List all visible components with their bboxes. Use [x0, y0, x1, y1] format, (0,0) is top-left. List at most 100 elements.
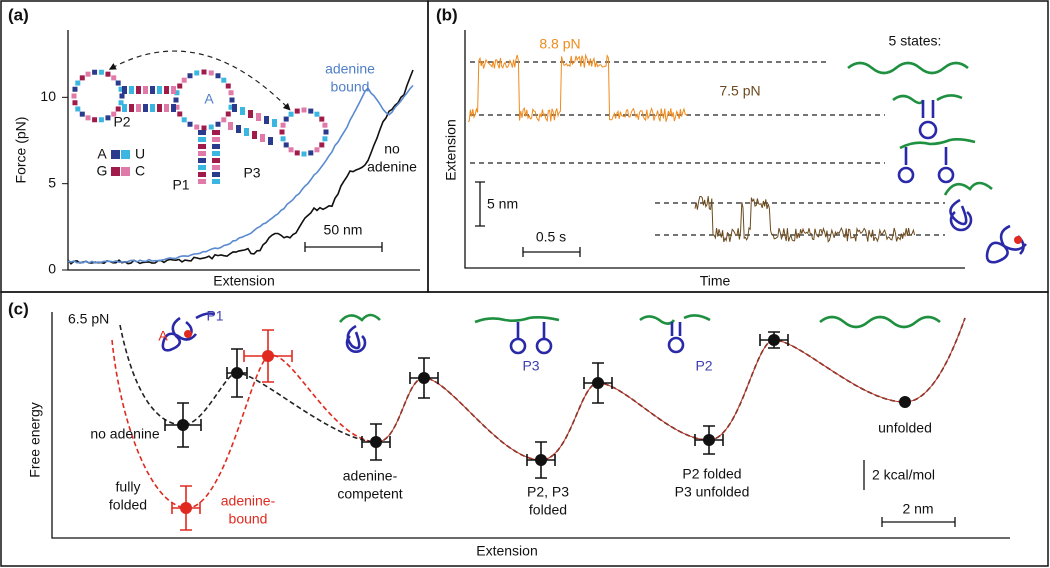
nucleotide	[105, 71, 111, 77]
nucleotide	[279, 129, 285, 135]
y-tick-label: 0	[48, 261, 56, 277]
scale-bar	[522, 247, 581, 257]
scale-bar	[881, 517, 956, 527]
base-pair	[157, 86, 162, 94]
state-label: adenine-	[221, 493, 276, 509]
nucleotide	[280, 122, 286, 128]
nucleotide	[194, 70, 200, 76]
y-tick-label: 5	[48, 174, 56, 190]
nucleotide	[322, 122, 328, 128]
base-pair	[157, 104, 162, 112]
nucleotide	[187, 121, 193, 127]
nucleotide	[72, 100, 78, 106]
icon-label: A	[158, 328, 168, 344]
nucleotide	[105, 115, 111, 121]
nucleotide	[283, 142, 289, 148]
nucleotide	[288, 147, 294, 153]
base-pair	[256, 113, 261, 121]
nucleotide	[314, 111, 320, 117]
base-pair	[212, 172, 220, 177]
state-levels	[470, 61, 945, 236]
pair-swatch	[121, 150, 130, 159]
y-axis-label: Free energy	[27, 402, 43, 477]
ligand-label: A	[204, 91, 214, 107]
panel-label: (c)	[8, 299, 29, 318]
base-pair	[232, 104, 237, 112]
annotation: adenine	[325, 61, 375, 77]
nucleotide	[119, 93, 125, 99]
nucleotide	[115, 106, 121, 112]
base-pair	[212, 144, 220, 149]
base-pair	[212, 130, 220, 135]
nucleotide	[187, 73, 193, 79]
base-pair	[129, 86, 134, 94]
annotation: no	[384, 141, 400, 157]
y-axis-label: Extension	[443, 119, 459, 180]
nucleotide	[72, 86, 78, 92]
nucleotide	[301, 107, 307, 113]
scale-bar-label: 5 nm	[487, 196, 518, 212]
base-pair	[198, 144, 206, 149]
state-label: P2, P3	[527, 484, 569, 500]
base-pair	[248, 110, 253, 118]
nucleotide	[85, 71, 91, 77]
base-pair	[143, 104, 148, 112]
pair-swatch	[111, 167, 120, 176]
base-pair	[272, 119, 277, 127]
nucleotide	[79, 111, 85, 117]
nucleotide	[215, 121, 221, 127]
pair-label: G	[97, 163, 108, 179]
base-pair	[260, 134, 265, 142]
state-label: bound	[229, 511, 268, 527]
arrow	[108, 50, 291, 111]
scale-bar	[475, 181, 485, 227]
rna-diagram	[71, 69, 329, 184]
y-tick-label: 10	[40, 88, 56, 104]
nucleotide	[181, 77, 187, 83]
nucleotide	[111, 75, 117, 81]
state-label: P3 unfolded	[675, 484, 750, 500]
base-pair	[150, 86, 155, 94]
nucleotide	[98, 117, 104, 123]
ligand-dot	[1014, 236, 1022, 244]
annotation: adenine	[367, 159, 417, 175]
base-pair	[122, 104, 127, 112]
nucleotide	[225, 111, 231, 117]
base-pair	[236, 125, 241, 133]
base-pair	[171, 104, 176, 112]
state-label: P2 folded	[682, 466, 741, 482]
pair-label: C	[135, 163, 145, 179]
x-axis-label: Time	[700, 273, 731, 289]
nucleotide	[92, 69, 98, 75]
nucleotide	[288, 111, 294, 117]
nucleotide	[177, 111, 183, 117]
base-pair	[198, 151, 206, 156]
state-point	[418, 372, 430, 384]
force-curves	[67, 69, 414, 265]
nucleotide	[283, 116, 289, 122]
curve-bound	[67, 84, 414, 264]
nucleotide	[319, 116, 325, 122]
nucleotide	[301, 151, 307, 157]
panel-frame	[0, 291, 1049, 567]
traces	[467, 53, 916, 243]
base-pair	[198, 165, 206, 170]
helix-label: P1	[172, 177, 189, 193]
states	[164, 329, 911, 531]
scale-bar	[304, 242, 383, 252]
state-point	[703, 434, 715, 446]
nucleotide	[308, 108, 314, 114]
x-axis-label: Extension	[213, 273, 274, 289]
nucleotide	[294, 150, 300, 156]
state-label: fully	[116, 479, 141, 495]
axes	[464, 30, 965, 269]
state-point	[535, 454, 547, 466]
base-pair	[150, 104, 155, 112]
state-point	[370, 436, 382, 448]
panel-label: (b)	[436, 5, 458, 24]
x-axis-label: Extension	[476, 543, 537, 559]
panel-label: (a)	[8, 5, 29, 24]
nucleotide	[79, 75, 85, 81]
trace-low	[694, 195, 916, 243]
